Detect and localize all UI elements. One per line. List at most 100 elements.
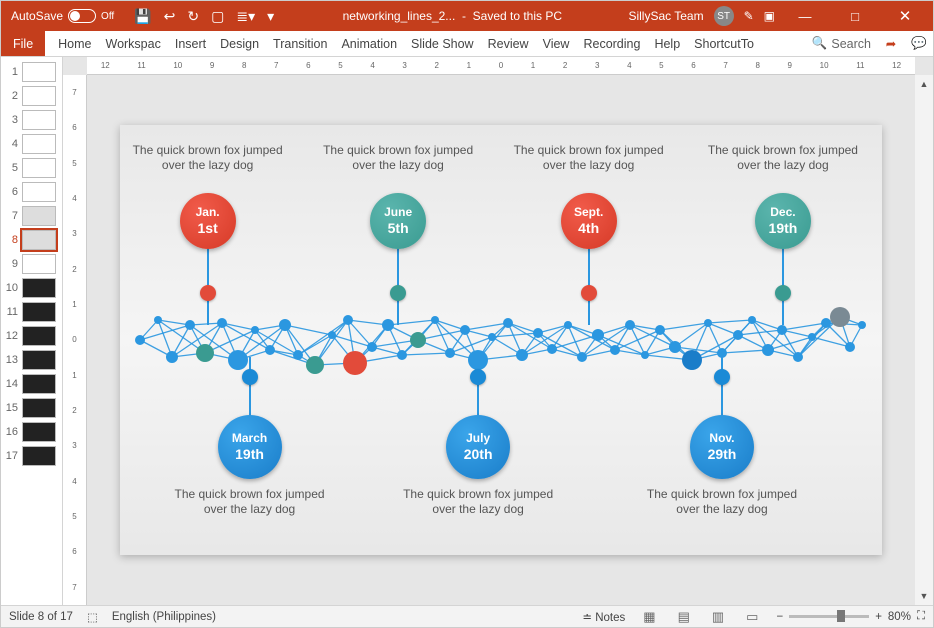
event-connector-dot [390,285,406,301]
slideshow-view-icon[interactable]: ▭ [742,609,762,625]
slide-indicator[interactable]: Slide 8 of 17 [9,611,73,623]
event-stem [207,243,209,325]
thumbnail-5[interactable]: 5 [1,157,62,181]
event-caption: The quick brown fox jumped over the lazy… [698,143,868,173]
redo-icon[interactable]: ↻ [187,8,199,25]
filename: networking_lines_2... [343,9,456,23]
tab-animation[interactable]: Animation [334,31,404,56]
event-caption: The quick brown fox jumped over the lazy… [393,487,563,517]
thumbnail-6[interactable]: 6 [1,181,62,205]
present-icon[interactable]: ▢ [211,8,224,25]
sorter-view-icon[interactable]: ▤ [674,609,694,625]
event-connector-dot [775,285,791,301]
event-connector-dot [714,369,730,385]
autosave-label: AutoSave [11,9,63,23]
slide-editor: 1211109876543210123456789101112 76543210… [63,57,933,605]
work-area: 1234567891011121314151617 12111098765432… [1,57,933,605]
thumbnail-11[interactable]: 11 [1,301,62,325]
thumbnail-1[interactable]: 1 [1,61,62,85]
scroll-up-icon[interactable]: ▲ [915,75,933,93]
zoom-in-icon[interactable]: + [875,611,882,623]
event-caption: The quick brown fox jumped over the lazy… [637,487,807,517]
thumbnail-7[interactable]: 7 [1,205,62,229]
spellcheck-icon[interactable]: ⬚ [87,610,98,624]
slide-content[interactable]: The quick brown fox jumped over the lazy… [120,125,882,555]
date-bubble[interactable]: Jan.1st [180,193,236,249]
event-caption: The quick brown fox jumped over the lazy… [123,143,293,173]
thumbnail-17[interactable]: 17 [1,445,62,469]
event-connector-dot [242,369,258,385]
thumbnail-14[interactable]: 14 [1,373,62,397]
ribbon-tabs: File HomeWorkspacInsertDesignTransitionA… [1,31,933,57]
fit-to-window-icon[interactable]: ⛶ [917,610,925,623]
event-stem [782,243,784,325]
status-bar: Slide 8 of 17 ⬚ English (Philippines) ≐ … [1,605,933,627]
save-icon[interactable]: 💾 [134,8,151,25]
avatar[interactable]: ST [714,6,734,26]
language-indicator[interactable]: English (Philippines) [112,611,216,623]
date-bubble[interactable]: June5th [370,193,426,249]
document-title: networking_lines_2... - Saved to this PC [284,9,620,23]
zoom-control[interactable]: − + 80% ⛶ [776,610,925,623]
comments-button[interactable]: 💬 [905,36,933,51]
tab-help[interactable]: Help [647,31,687,56]
tab-transition[interactable]: Transition [266,31,334,56]
scroll-down-icon[interactable]: ▼ [915,587,933,605]
tab-shortcutto[interactable]: ShortcutTo [687,31,761,56]
thumbnail-3[interactable]: 3 [1,109,62,133]
event-connector-dot [581,285,597,301]
thumbnail-15[interactable]: 15 [1,397,62,421]
thumbnail-4[interactable]: 4 [1,133,62,157]
reading-view-icon[interactable]: ▥ [708,609,728,625]
date-bubble[interactable]: Nov.29th [690,415,754,479]
tab-slide show[interactable]: Slide Show [404,31,481,56]
autosave-toggle[interactable]: AutoSave Off [1,9,124,23]
tab-design[interactable]: Design [213,31,266,56]
slide-thumbnails[interactable]: 1234567891011121314151617 [1,57,63,605]
undo-icon[interactable]: ↩ [164,8,176,25]
vertical-ruler: 765432101234567 [63,75,87,605]
close-button[interactable]: ✕ [885,1,925,31]
minimize-button[interactable]: — [785,1,825,31]
account-name[interactable]: SillySac Team [628,9,703,23]
save-status: Saved to this PC [473,9,562,23]
tab-home[interactable]: Home [51,31,98,56]
list-icon[interactable]: ≣▾ [236,8,255,25]
thumbnail-8[interactable]: 8 [1,229,62,253]
thumbnail-13[interactable]: 13 [1,349,62,373]
search-placeholder: Search [831,37,871,51]
drawing-icon[interactable]: ✎ [744,9,754,23]
event-caption: The quick brown fox jumped over the lazy… [165,487,335,517]
tab-recording[interactable]: Recording [576,31,647,56]
file-tab[interactable]: File [1,31,45,56]
date-bubble[interactable]: Dec.19th [755,193,811,249]
search-box[interactable]: 🔍 Search [806,36,877,51]
date-bubble[interactable]: March19th [218,415,282,479]
tab-workspac[interactable]: Workspac [99,31,168,56]
normal-view-icon[interactable]: ▦ [639,609,659,625]
thumbnail-12[interactable]: 12 [1,325,62,349]
ribbon-options-icon[interactable]: ▣ [764,9,775,23]
event-stem [397,243,399,325]
event-caption: The quick brown fox jumped over the lazy… [313,143,483,173]
date-bubble[interactable]: Sept.4th [561,193,617,249]
search-icon: 🔍 [812,36,828,51]
powerpoint-window: AutoSave Off 💾 ↩ ↻ ▢ ≣▾ ▾ networking_lin… [0,0,934,628]
tab-review[interactable]: Review [481,31,536,56]
tab-insert[interactable]: Insert [168,31,213,56]
maximize-button[interactable]: □ [835,1,875,31]
event-connector-dot [200,285,216,301]
thumbnail-9[interactable]: 9 [1,253,62,277]
tab-view[interactable]: View [536,31,577,56]
thumbnail-2[interactable]: 2 [1,85,62,109]
thumbnail-16[interactable]: 16 [1,421,62,445]
qat-overflow-icon[interactable]: ▾ [267,8,274,25]
share-button[interactable]: ➦ [877,36,905,51]
notes-button[interactable]: ≐ Notes [582,610,625,624]
thumbnail-10[interactable]: 10 [1,277,62,301]
zoom-out-icon[interactable]: − [776,611,783,623]
date-bubble[interactable]: July20th [446,415,510,479]
vertical-scrollbar[interactable]: ▲ ▼ [915,75,933,605]
zoom-slider[interactable] [789,615,869,618]
slide-canvas[interactable]: The quick brown fox jumped over the lazy… [87,75,915,605]
